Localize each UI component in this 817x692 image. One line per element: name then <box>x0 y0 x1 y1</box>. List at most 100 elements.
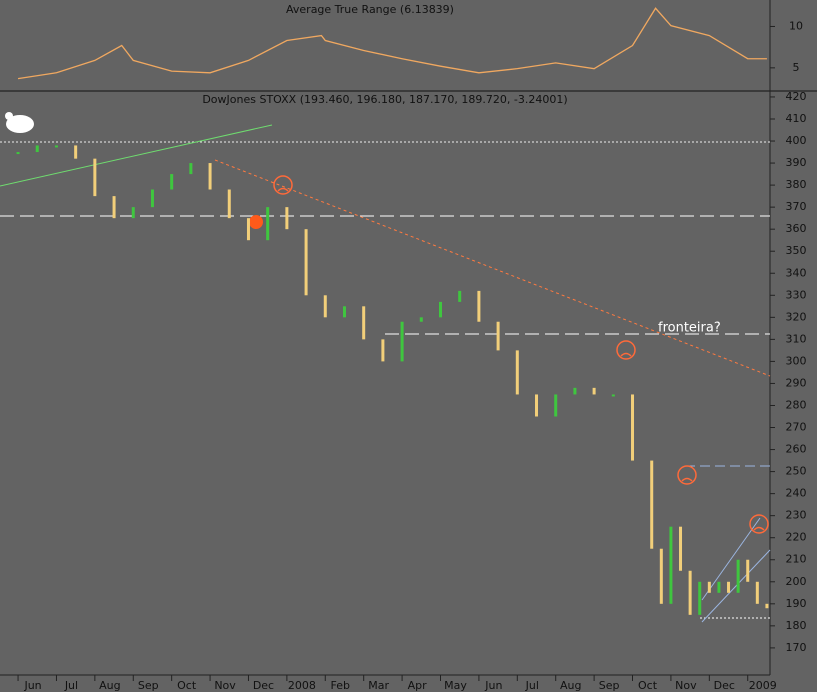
atr-title: Average True Range (6.13839) <box>286 3 454 16</box>
price-bar <box>650 460 654 549</box>
price-bar <box>35 145 39 153</box>
bear-icon <box>5 112 34 133</box>
price-bar <box>285 207 289 230</box>
price-bar <box>554 394 558 417</box>
atr-line <box>17 7 767 80</box>
price-bar <box>698 581 702 615</box>
price-bar <box>323 295 327 318</box>
price-bar <box>400 321 404 362</box>
price-bar <box>381 339 385 362</box>
price-bar <box>717 581 721 593</box>
price-bar <box>362 306 366 340</box>
price-bar <box>535 394 539 417</box>
y-tick-label: 220 <box>786 531 807 544</box>
y-tick-label: 360 <box>786 222 807 235</box>
y-tick-label: 310 <box>786 332 807 345</box>
x-tick-label: Jul <box>525 679 539 692</box>
y-tick-label: 290 <box>786 376 807 389</box>
price-bar <box>727 581 731 593</box>
price-bar <box>458 290 462 302</box>
y-tick-label: 170 <box>786 641 807 654</box>
price-bar <box>659 548 663 604</box>
y-tick-label: 350 <box>786 244 807 257</box>
price-bar <box>496 321 500 351</box>
x-tick-label: 2009 <box>749 679 777 692</box>
x-tick-label: 2008 <box>288 679 316 692</box>
price-bar <box>631 394 635 461</box>
price-bar <box>246 218 250 241</box>
y-tick-label: 200 <box>786 575 807 588</box>
x-tick-label: Sep <box>599 679 620 692</box>
x-tick-label: Jul <box>64 679 78 692</box>
y-tick-label: 210 <box>786 553 807 566</box>
price-bar <box>189 163 193 175</box>
channel-line <box>701 517 761 601</box>
price-bar <box>16 152 20 155</box>
y-tick-label: 380 <box>786 178 807 191</box>
y-tick-label: 410 <box>786 112 807 125</box>
y-tick-label: 390 <box>786 156 807 169</box>
y-tick-label: 270 <box>786 421 807 434</box>
y-tick-label: 5 <box>793 61 800 74</box>
y-tick-label: 420 <box>786 90 807 103</box>
y-tick-label: 320 <box>786 310 807 323</box>
price-bar <box>765 603 769 609</box>
price-bar <box>669 526 673 604</box>
x-tick-label: Dec <box>253 679 274 692</box>
x-tick-label: Feb <box>331 679 350 692</box>
price-bar <box>112 196 116 219</box>
trend-line <box>0 124 273 187</box>
price-bar <box>707 581 711 593</box>
y-tick-label: 280 <box>786 398 807 411</box>
y-tick-label: 370 <box>786 200 807 213</box>
price-bar <box>611 394 615 397</box>
price-bar <box>208 163 212 190</box>
price-bar <box>419 317 423 322</box>
price-bar <box>227 189 231 219</box>
price-bar <box>304 229 308 296</box>
x-tick-label: Dec <box>714 679 735 692</box>
x-tick-label: Oct <box>638 679 658 692</box>
price-bar <box>477 290 481 322</box>
x-tick-label: Oct <box>177 679 197 692</box>
channel-line <box>701 549 771 623</box>
price-bar <box>131 207 135 219</box>
marker <box>249 215 263 229</box>
x-tick-label: May <box>444 679 467 692</box>
y-tick-label: 10 <box>789 19 803 32</box>
x-tick-label: Apr <box>408 679 428 692</box>
x-tick-label: Sep <box>138 679 159 692</box>
price-bar <box>342 306 346 318</box>
x-tick-label: Jun <box>23 679 41 692</box>
price-bar <box>679 526 683 571</box>
price-bar <box>736 559 740 593</box>
price-bar <box>746 559 750 582</box>
x-tick-label: Nov <box>214 679 236 692</box>
price-bar <box>74 145 78 159</box>
y-tick-label: 330 <box>786 288 807 301</box>
price-bar <box>755 581 759 604</box>
price-bar <box>54 145 58 148</box>
y-tick-label: 190 <box>786 597 807 610</box>
annotation: fronteira? <box>658 321 721 336</box>
y-tick-label: 340 <box>786 266 807 279</box>
y-tick-label: 400 <box>786 134 807 147</box>
x-tick-label: Aug <box>99 679 120 692</box>
x-tick-label: Jun <box>484 679 502 692</box>
x-tick-label: Aug <box>560 679 581 692</box>
price-bar <box>688 570 692 615</box>
price-bar <box>515 350 519 395</box>
price-bar <box>170 174 174 190</box>
price-bar <box>573 387 577 395</box>
x-tick-label: Nov <box>675 679 697 692</box>
price-title: DowJones STOXX (193.460, 196.180, 187.17… <box>202 93 567 106</box>
price-bar <box>150 189 154 208</box>
y-tick-label: 300 <box>786 354 807 367</box>
x-tick-label: Mar <box>368 679 389 692</box>
y-tick-label: 240 <box>786 487 807 500</box>
price-bar <box>438 301 442 318</box>
price-bar <box>93 158 97 197</box>
y-tick-label: 180 <box>786 619 807 632</box>
